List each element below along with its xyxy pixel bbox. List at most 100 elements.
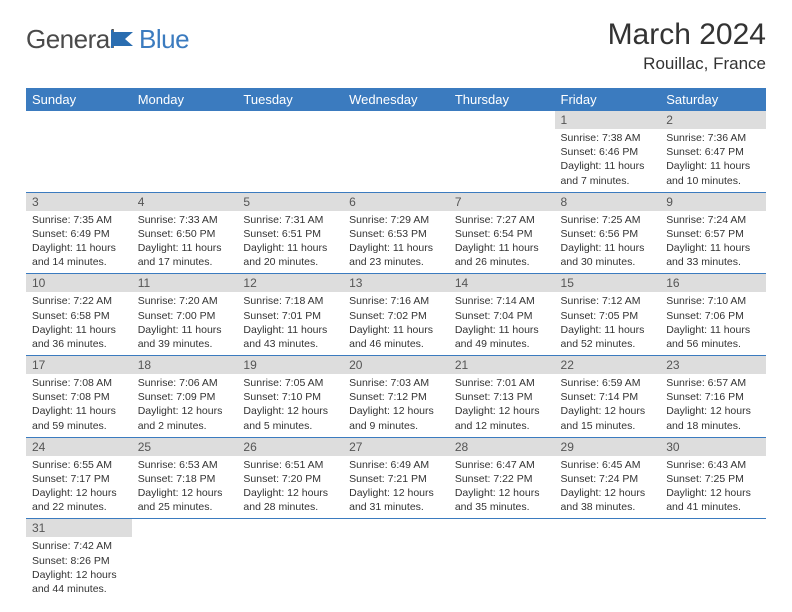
- day-detail-cell: [132, 537, 238, 600]
- daylight-text: Daylight: 11 hours and 30 minutes.: [561, 241, 655, 269]
- day-number: 17: [32, 358, 45, 372]
- day-number: 9: [666, 195, 673, 209]
- sunset-text: Sunset: 7:14 PM: [561, 390, 655, 404]
- daylight-text: Daylight: 12 hours and 2 minutes.: [138, 404, 232, 432]
- day-number-cell: [26, 111, 132, 129]
- day-number-cell: 6: [343, 192, 449, 211]
- day-number-cell: 15: [555, 274, 661, 293]
- daylight-text: Daylight: 11 hours and 56 minutes.: [666, 323, 760, 351]
- sunset-text: Sunset: 7:04 PM: [455, 309, 549, 323]
- day-detail-cell: Sunrise: 7:33 AMSunset: 6:50 PMDaylight:…: [132, 211, 238, 274]
- day-number: 7: [455, 195, 462, 209]
- day-detail-cell: [343, 129, 449, 192]
- day-header: Wednesday: [343, 88, 449, 111]
- sunrise-text: Sunrise: 7:01 AM: [455, 376, 549, 390]
- day-header: Monday: [132, 88, 238, 111]
- daylight-text: Daylight: 11 hours and 14 minutes.: [32, 241, 126, 269]
- sunrise-text: Sunrise: 7:06 AM: [138, 376, 232, 390]
- daylight-text: Daylight: 11 hours and 36 minutes.: [32, 323, 126, 351]
- sunset-text: Sunset: 6:49 PM: [32, 227, 126, 241]
- daylight-text: Daylight: 11 hours and 17 minutes.: [138, 241, 232, 269]
- day-header: Tuesday: [237, 88, 343, 111]
- sunset-text: Sunset: 6:51 PM: [243, 227, 337, 241]
- daynum-row: 31: [26, 519, 766, 538]
- day-number-cell: 5: [237, 192, 343, 211]
- day-detail-cell: Sunrise: 6:43 AMSunset: 7:25 PMDaylight:…: [660, 456, 766, 519]
- day-detail-cell: Sunrise: 7:08 AMSunset: 7:08 PMDaylight:…: [26, 374, 132, 437]
- sunrise-text: Sunrise: 6:55 AM: [32, 458, 126, 472]
- sunrise-text: Sunrise: 6:45 AM: [561, 458, 655, 472]
- day-number-cell: 20: [343, 356, 449, 375]
- day-detail-cell: Sunrise: 7:20 AMSunset: 7:00 PMDaylight:…: [132, 292, 238, 355]
- sunset-text: Sunset: 7:10 PM: [243, 390, 337, 404]
- day-detail-cell: [343, 537, 449, 600]
- sunrise-text: Sunrise: 7:31 AM: [243, 213, 337, 227]
- sunset-text: Sunset: 6:57 PM: [666, 227, 760, 241]
- day-detail-cell: Sunrise: 6:59 AMSunset: 7:14 PMDaylight:…: [555, 374, 661, 437]
- sunrise-text: Sunrise: 7:36 AM: [666, 131, 760, 145]
- daylight-text: Daylight: 12 hours and 25 minutes.: [138, 486, 232, 514]
- day-number-cell: 11: [132, 274, 238, 293]
- day-detail-cell: [449, 537, 555, 600]
- sunset-text: Sunset: 7:17 PM: [32, 472, 126, 486]
- day-detail-cell: Sunrise: 7:24 AMSunset: 6:57 PMDaylight:…: [660, 211, 766, 274]
- day-number: 8: [561, 195, 568, 209]
- day-detail-cell: [660, 537, 766, 600]
- sunset-text: Sunset: 7:21 PM: [349, 472, 443, 486]
- day-detail-cell: Sunrise: 7:01 AMSunset: 7:13 PMDaylight:…: [449, 374, 555, 437]
- day-detail-cell: [237, 129, 343, 192]
- day-number-cell: 16: [660, 274, 766, 293]
- day-number: 18: [138, 358, 151, 372]
- day-number: 25: [138, 440, 151, 454]
- day-detail-cell: Sunrise: 7:27 AMSunset: 6:54 PMDaylight:…: [449, 211, 555, 274]
- title-block: March 2024 Rouillac, France: [608, 18, 766, 74]
- day-number: 5: [243, 195, 250, 209]
- day-number: 27: [349, 440, 362, 454]
- sunset-text: Sunset: 7:18 PM: [138, 472, 232, 486]
- daynum-row: 10111213141516: [26, 274, 766, 293]
- header: General Blue March 2024 Rouillac, France: [26, 18, 766, 74]
- day-number-cell: [237, 519, 343, 538]
- day-number: 11: [138, 276, 150, 290]
- day-detail-cell: Sunrise: 7:18 AMSunset: 7:01 PMDaylight:…: [237, 292, 343, 355]
- day-number-cell: 17: [26, 356, 132, 375]
- day-detail-cell: Sunrise: 7:29 AMSunset: 6:53 PMDaylight:…: [343, 211, 449, 274]
- sunrise-text: Sunrise: 7:16 AM: [349, 294, 443, 308]
- day-number: 12: [243, 276, 256, 290]
- sunrise-text: Sunrise: 7:29 AM: [349, 213, 443, 227]
- sunrise-text: Sunrise: 7:35 AM: [32, 213, 126, 227]
- daylight-text: Daylight: 11 hours and 59 minutes.: [32, 404, 126, 432]
- sunrise-text: Sunrise: 7:05 AM: [243, 376, 337, 390]
- day-number: 10: [32, 276, 45, 290]
- day-detail-cell: [237, 537, 343, 600]
- sunset-text: Sunset: 7:06 PM: [666, 309, 760, 323]
- sunrise-text: Sunrise: 6:59 AM: [561, 376, 655, 390]
- sunset-text: Sunset: 7:09 PM: [138, 390, 232, 404]
- sunset-text: Sunset: 7:20 PM: [243, 472, 337, 486]
- daylight-text: Daylight: 12 hours and 15 minutes.: [561, 404, 655, 432]
- sunset-text: Sunset: 7:05 PM: [561, 309, 655, 323]
- day-number: 26: [243, 440, 256, 454]
- day-number: 21: [455, 358, 468, 372]
- sunrise-text: Sunrise: 7:22 AM: [32, 294, 126, 308]
- day-number-cell: 22: [555, 356, 661, 375]
- day-detail-cell: Sunrise: 7:31 AMSunset: 6:51 PMDaylight:…: [237, 211, 343, 274]
- daylight-text: Daylight: 11 hours and 20 minutes.: [243, 241, 337, 269]
- day-number-cell: 3: [26, 192, 132, 211]
- daylight-text: Daylight: 11 hours and 26 minutes.: [455, 241, 549, 269]
- sunset-text: Sunset: 6:58 PM: [32, 309, 126, 323]
- day-number-cell: [660, 519, 766, 538]
- day-detail-cell: [26, 129, 132, 192]
- day-number: 23: [666, 358, 679, 372]
- day-number-cell: 9: [660, 192, 766, 211]
- day-detail-cell: Sunrise: 7:22 AMSunset: 6:58 PMDaylight:…: [26, 292, 132, 355]
- day-number-cell: 18: [132, 356, 238, 375]
- daylight-text: Daylight: 12 hours and 9 minutes.: [349, 404, 443, 432]
- sunrise-text: Sunrise: 7:33 AM: [138, 213, 232, 227]
- sunset-text: Sunset: 7:22 PM: [455, 472, 549, 486]
- day-number-cell: 12: [237, 274, 343, 293]
- day-header: Saturday: [660, 88, 766, 111]
- day-detail-cell: [132, 129, 238, 192]
- day-number: 3: [32, 195, 39, 209]
- day-number: 31: [32, 521, 45, 535]
